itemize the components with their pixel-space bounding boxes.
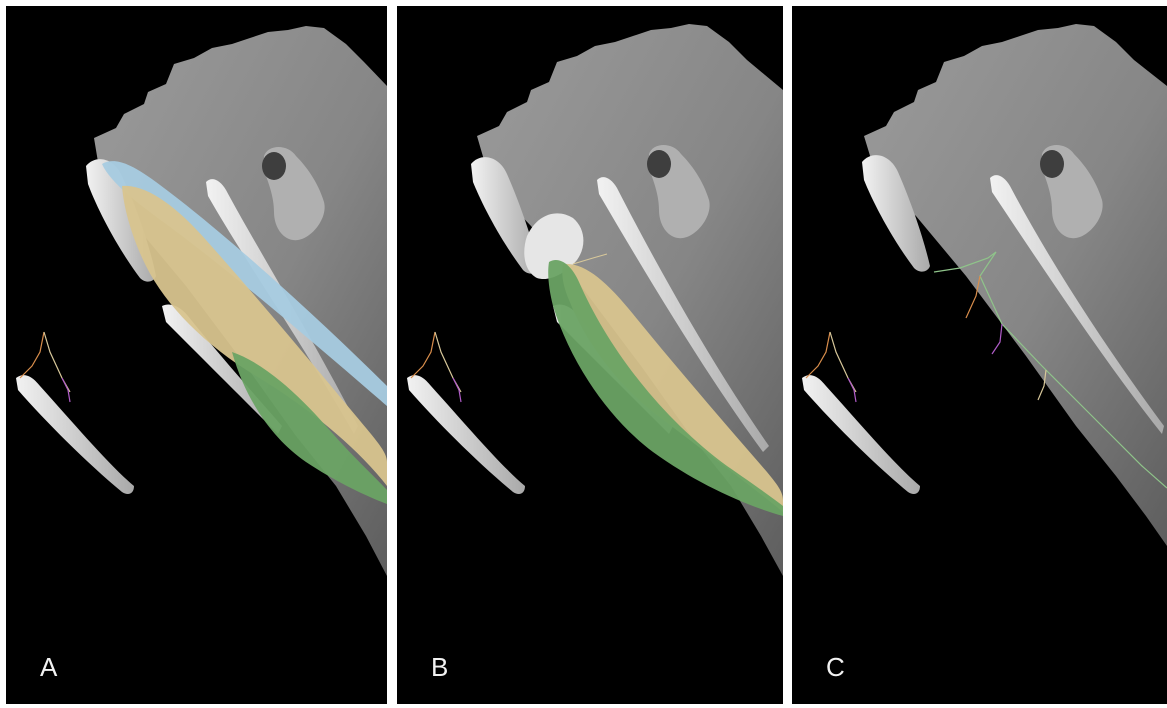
tan-muscle xyxy=(122,185,387,486)
small-bone-splint xyxy=(407,375,525,494)
nerve-branches-tan xyxy=(43,331,71,393)
femur-bone xyxy=(471,157,539,274)
femur-bone xyxy=(862,155,930,272)
nerve-branches xyxy=(410,331,436,379)
panel-label: B xyxy=(431,652,449,682)
panel-c-render xyxy=(802,24,1167,546)
panel-c: C xyxy=(792,6,1167,704)
nerve-branches-tan xyxy=(434,331,462,393)
rib-bone xyxy=(597,177,769,453)
femur-bone xyxy=(86,159,156,282)
body-surface xyxy=(864,24,1167,546)
panel-b: B xyxy=(397,6,783,704)
nerve-branches xyxy=(19,331,45,379)
femur-head xyxy=(524,213,584,280)
panel-a-render xyxy=(16,26,387,576)
nerve-branch-purple xyxy=(991,323,1003,355)
nerve-branches-tan xyxy=(829,331,857,393)
nerve-branches-purple xyxy=(847,377,857,403)
panel-a: A xyxy=(6,6,387,704)
tibia-bone xyxy=(162,304,282,434)
hip-socket xyxy=(1040,150,1064,178)
green-muscle xyxy=(548,260,783,516)
green-muscle xyxy=(232,352,387,504)
nerve-branch-orange xyxy=(965,275,981,319)
rib-bone xyxy=(990,175,1164,435)
small-bone-splint xyxy=(16,375,134,494)
hip-socket xyxy=(647,150,671,178)
nerve-branches-thigh xyxy=(572,253,608,265)
nerve-branches xyxy=(805,331,831,379)
nerve-branch-green-main xyxy=(933,251,1167,489)
panel-b-render xyxy=(407,24,783,576)
hip-socket xyxy=(262,152,286,180)
small-bone-splint xyxy=(802,375,920,494)
nerve-branch-tan xyxy=(1037,369,1047,401)
panel-label: A xyxy=(40,652,58,682)
nerve-branches-purple xyxy=(61,377,71,403)
panel-label: C xyxy=(826,652,845,682)
nerve-branches-purple xyxy=(452,377,462,403)
tan-muscle xyxy=(562,263,783,512)
